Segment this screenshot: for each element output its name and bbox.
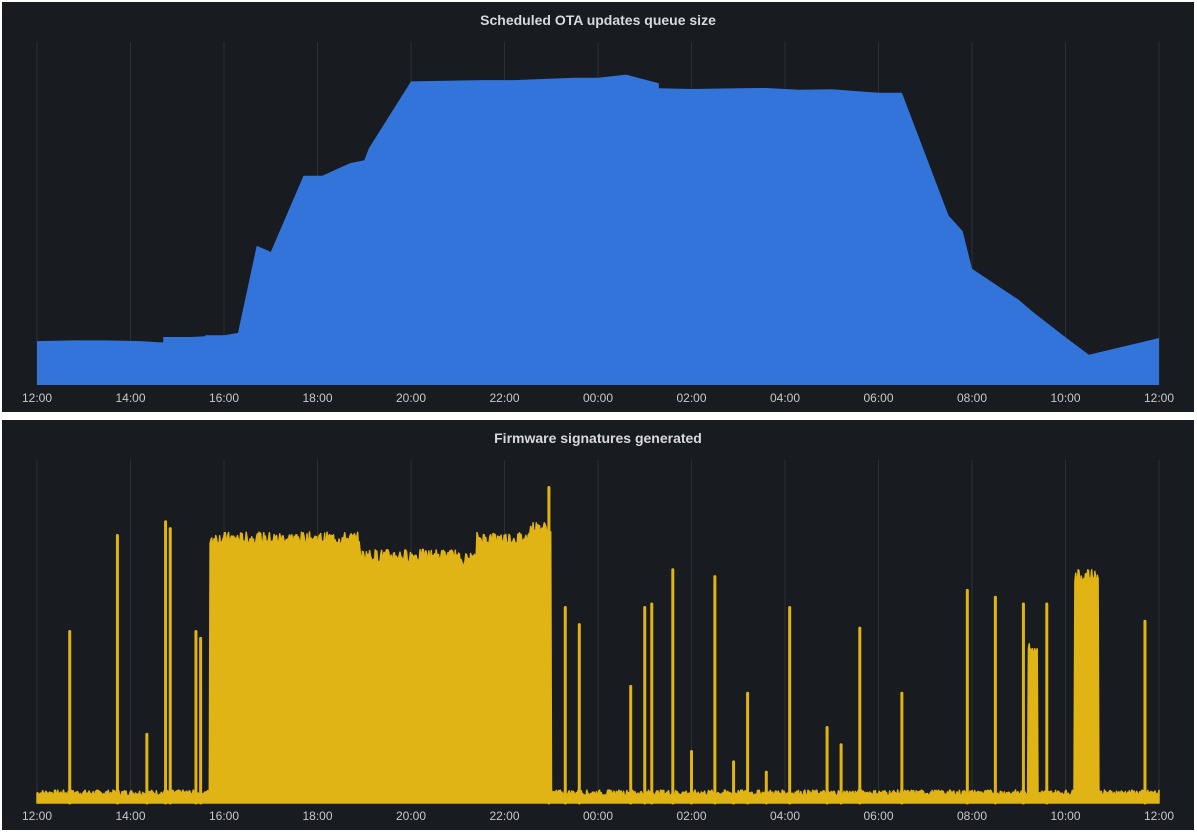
queue-size-x-tick-label: 02:00 bbox=[676, 391, 706, 405]
queue-size-x-tick-label: 08:00 bbox=[957, 391, 987, 405]
signatures-x-axis: 12:00 14:00 16:00 18:00 20:00 22:00 00:00 02:00… bbox=[22, 809, 1174, 823]
signatures-x-tick-label: 14:00 bbox=[115, 809, 145, 823]
signatures-x-tick-label: 00:00 bbox=[583, 809, 613, 823]
signatures-grid bbox=[36, 460, 1160, 803]
signatures-x-tick-label: 16:00 bbox=[209, 809, 239, 823]
signatures-x-tick-label: 02:00 bbox=[676, 809, 706, 823]
queue-size-panel: Scheduled OTA updates queue size 12:00 14… bbox=[2, 2, 1194, 412]
signatures-x-tick-label: 08:00 bbox=[957, 809, 987, 823]
signatures-area bbox=[36, 521, 1160, 804]
queue-size-x-tick-label: 22:00 bbox=[489, 391, 519, 405]
queue-size-area bbox=[37, 74, 1159, 385]
signatures-x-tick-label: 12:00 bbox=[22, 809, 52, 823]
signatures-title: Firmware signatures generated bbox=[494, 430, 702, 446]
signatures-x-tick-label: 18:00 bbox=[302, 809, 332, 823]
queue-size-x-tick-label: 04:00 bbox=[770, 391, 800, 405]
signatures-x-tick-label: 20:00 bbox=[396, 809, 426, 823]
queue-size-x-tick-label: 00:00 bbox=[583, 391, 613, 405]
queue-size-x-tick-label: 16:00 bbox=[209, 391, 239, 405]
queue-size-x-tick-label: 10:00 bbox=[1050, 391, 1080, 405]
queue-size-title: Scheduled OTA updates queue size bbox=[480, 12, 716, 28]
queue-size-x-axis: 12:00 14:00 16:00 18:00 20:00 22:00 00:00 02:00… bbox=[22, 391, 1174, 405]
signatures-x-tick-label: 06:00 bbox=[863, 809, 893, 823]
signatures-x-tick-label: 10:00 bbox=[1050, 809, 1080, 823]
queue-size-x-tick-label: 06:00 bbox=[863, 391, 893, 405]
queue-size-series bbox=[37, 74, 1159, 385]
signatures-x-tick-label: 04:00 bbox=[770, 809, 800, 823]
signatures-panel: Firmware signatures generated 12:00 14:00… bbox=[2, 420, 1194, 830]
signatures-x-tick-label: 22:00 bbox=[489, 809, 519, 823]
queue-size-x-tick-label: 20:00 bbox=[396, 391, 426, 405]
queue-size-x-tick-label: 18:00 bbox=[302, 391, 332, 405]
queue-size-x-tick-label: 14:00 bbox=[115, 391, 145, 405]
queue-size-chart: 12:00 14:00 16:00 18:00 20:00 22:00 00:00 02:00… bbox=[22, 42, 1174, 405]
queue-size-x-tick-label: 12:00 bbox=[1144, 391, 1174, 405]
signatures-chart: 12:00 14:00 16:00 18:00 20:00 22:00 00:00 02:00… bbox=[22, 460, 1174, 823]
signatures-x-tick-label: 12:00 bbox=[1144, 809, 1174, 823]
queue-size-x-tick-label: 12:00 bbox=[22, 391, 52, 405]
signatures-series bbox=[36, 485, 1160, 805]
